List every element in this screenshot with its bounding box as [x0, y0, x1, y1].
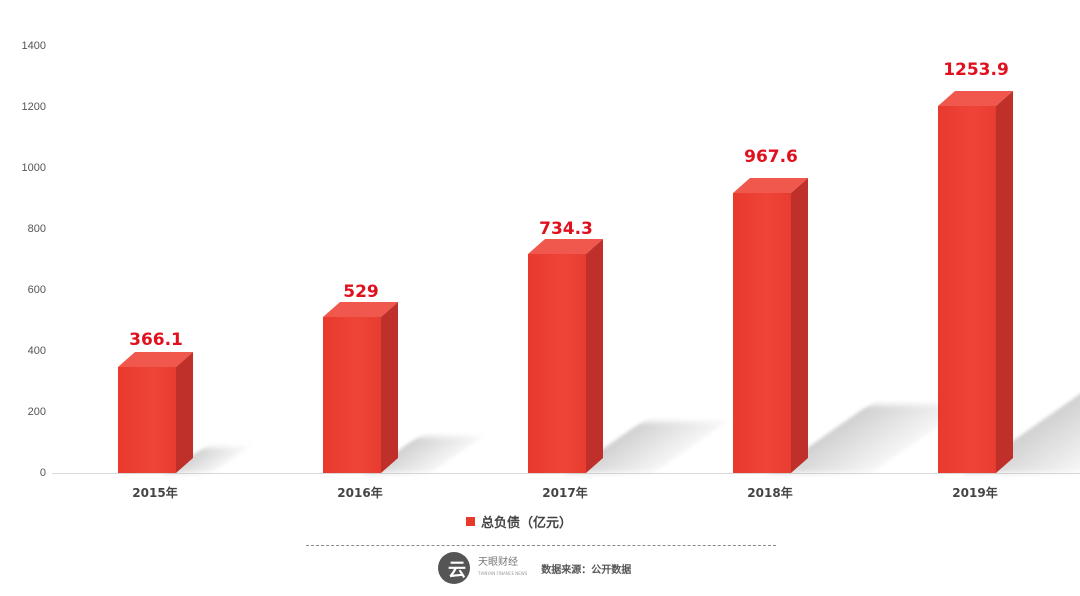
value-label: 734.3	[539, 219, 593, 239]
brand-logo-icon: 云	[438, 552, 470, 584]
legend-swatch	[466, 517, 475, 526]
y-tick: 400	[27, 345, 46, 357]
x-tick: 2017年	[542, 486, 588, 500]
x-axis-line	[52, 473, 1080, 474]
y-tick: 0	[39, 467, 46, 479]
bar-2017[interactable]	[528, 239, 603, 473]
footer: 云 天眼财经 TIANYAN FINANCE NEWS 数据来源：公开数据	[438, 552, 631, 584]
brand-name: 天眼财经 TIANYAN FINANCE NEWS	[478, 557, 528, 576]
x-tick: 2015年	[132, 486, 178, 500]
legend-label: 总负债（亿元）	[481, 516, 573, 531]
x-tick: 2016年	[337, 486, 383, 500]
y-tick: 1000	[21, 162, 46, 174]
value-label: 529	[343, 282, 379, 302]
y-tick: 1200	[21, 101, 46, 113]
value-label: 366.1	[129, 330, 183, 350]
bar-2019[interactable]	[938, 91, 1013, 473]
y-tick: 1400	[21, 40, 46, 52]
x-tick: 2018年	[747, 486, 793, 500]
data-source: 数据来源：公开数据	[541, 564, 632, 576]
legend: 总负债（亿元）	[466, 512, 572, 531]
bar-2016[interactable]	[323, 302, 398, 473]
x-tick: 2019年	[952, 486, 998, 500]
y-tick: 600	[27, 284, 46, 296]
divider	[306, 545, 776, 546]
value-label: 1253.9	[943, 60, 1009, 80]
y-tick: 200	[27, 406, 46, 418]
value-label: 967.6	[744, 147, 798, 167]
bar-2015[interactable]	[118, 352, 193, 473]
bar-2018[interactable]	[733, 178, 808, 473]
y-tick: 800	[27, 223, 46, 235]
